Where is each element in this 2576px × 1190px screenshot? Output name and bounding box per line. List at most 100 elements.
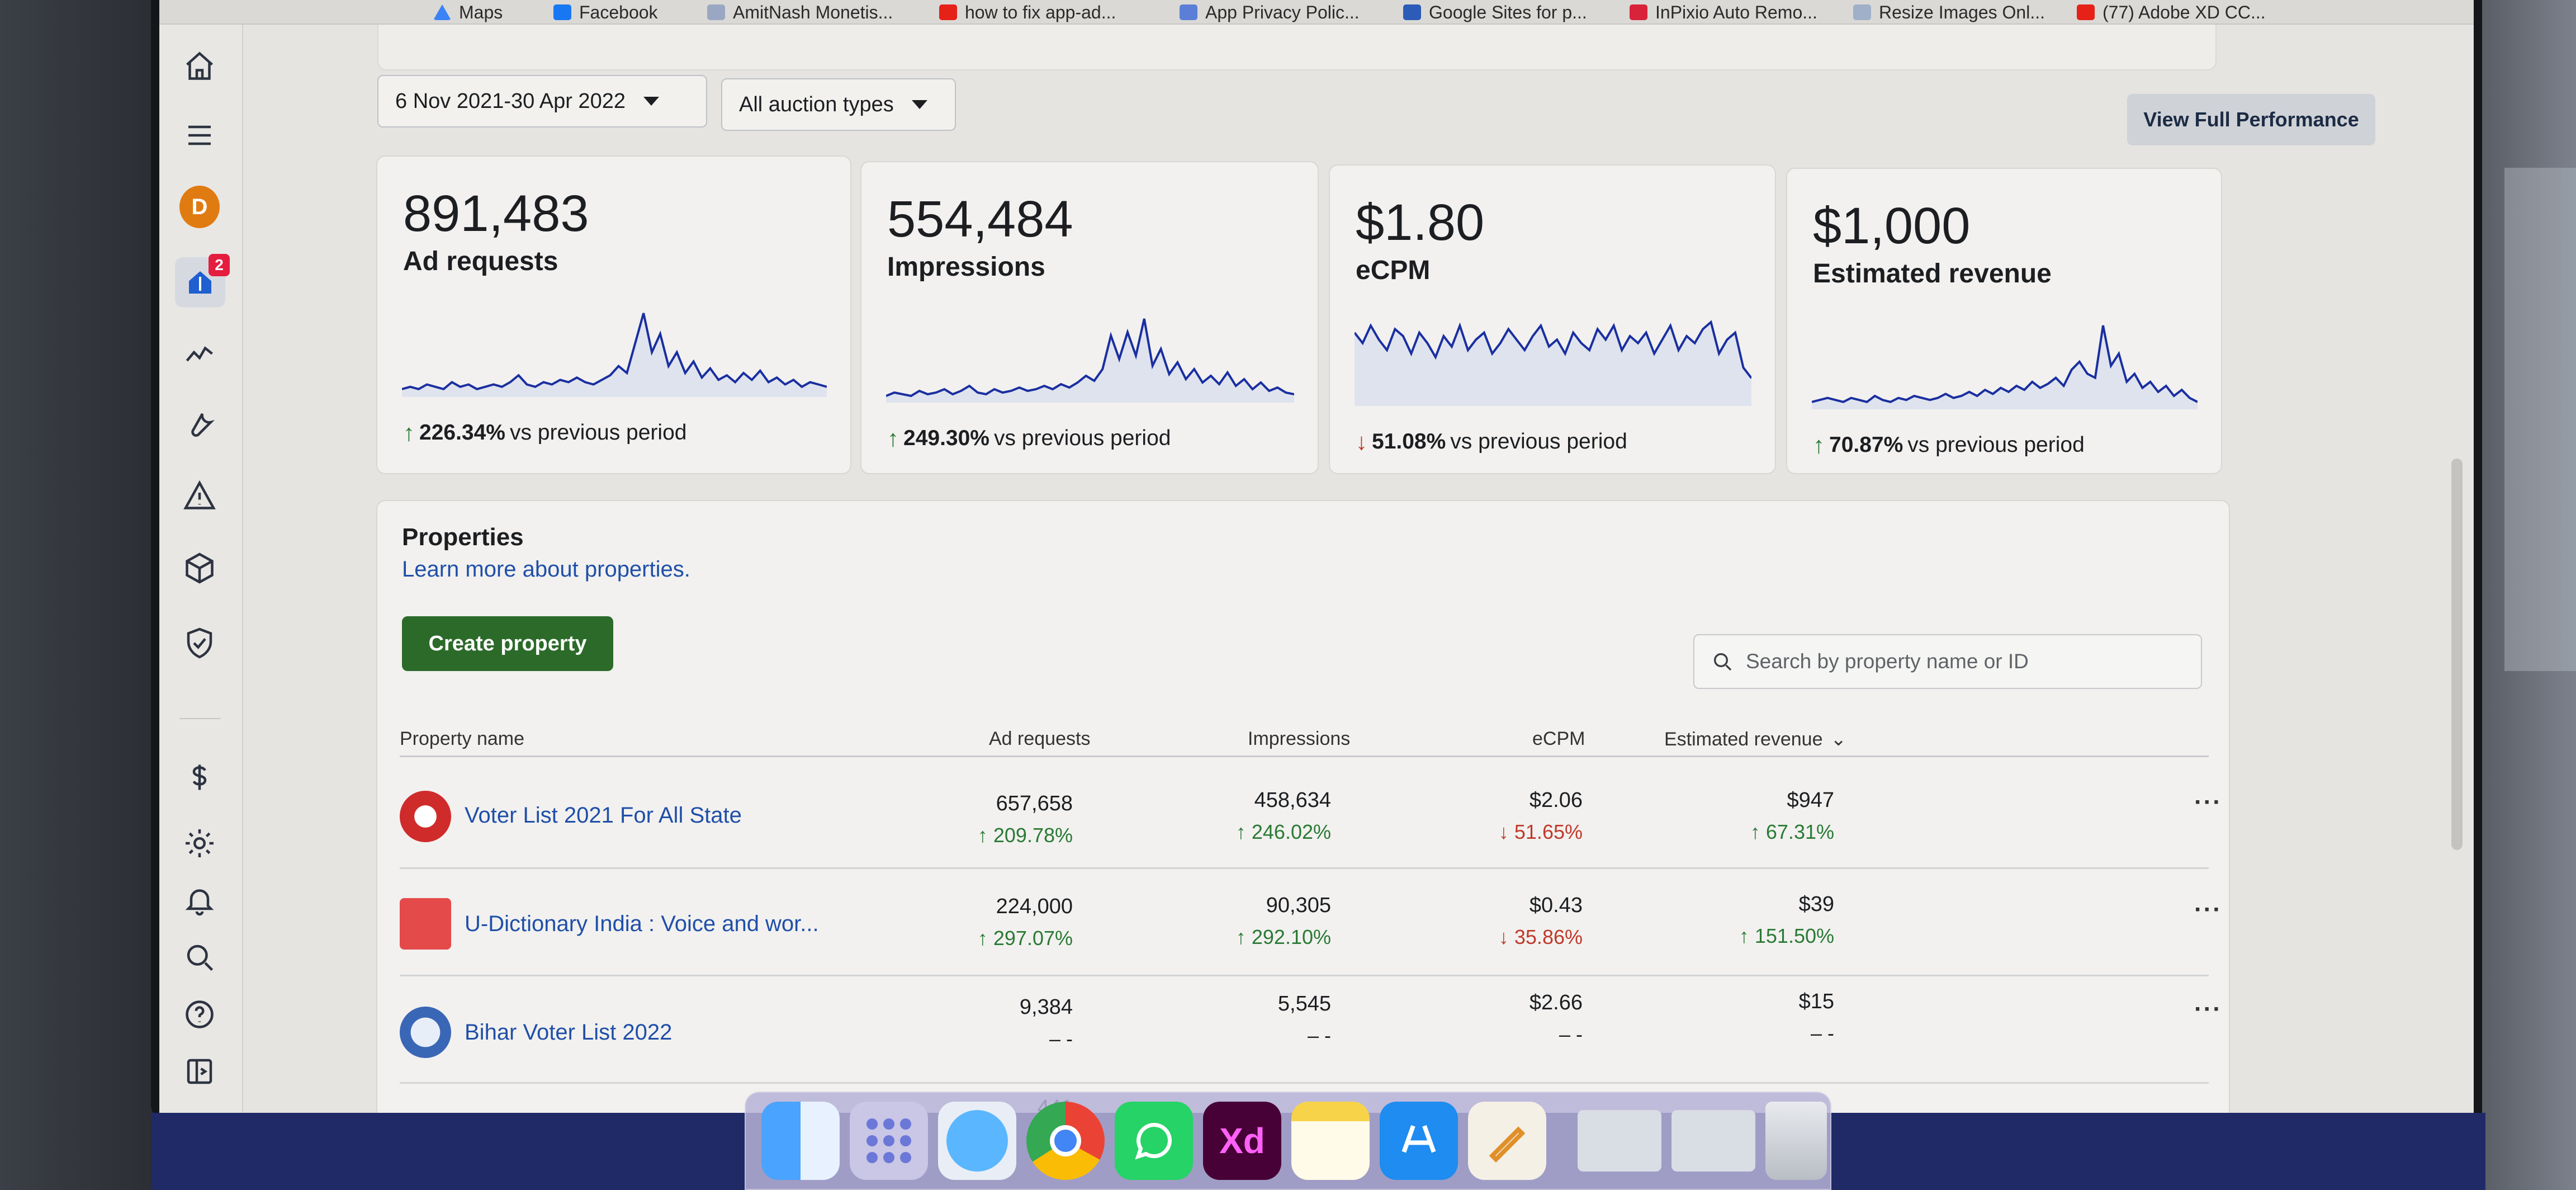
main-content: 6 Nov 2021-30 Apr 2022 All auction types… — [243, 25, 2474, 1113]
impressions-cell: 5,545– - — [1277, 992, 1331, 1047]
ad-requests-cell: 224,000 ↑ 297.07% — [977, 895, 1073, 950]
sparkline-chart — [1355, 320, 1751, 406]
bookmark-fix-app-ads[interactable]: how to fix app-ad... — [939, 0, 1116, 23]
ad-requests-cell: 657,658 ↑ 209.78% — [977, 792, 1073, 847]
youtube-icon — [939, 4, 957, 20]
auction-type-dropdown[interactable]: All auction types — [721, 78, 956, 131]
metric-comparison: ↑ 226.34% vs previous period — [403, 419, 687, 446]
bookmark-privacy-policy[interactable]: App Privacy Polic... — [1180, 0, 1360, 23]
bihar-voter-app-icon — [400, 1007, 451, 1058]
sidebar-divider — [179, 718, 221, 719]
header-card-remnant — [377, 25, 2217, 70]
pencil-app-icon[interactable] — [1468, 1102, 1546, 1180]
shield-check-icon[interactable] — [179, 623, 220, 663]
property-name-link[interactable]: Bihar Voter List 2022 — [465, 1020, 673, 1045]
arrow-up-icon: ↑ — [403, 419, 415, 446]
metric-card-impressions[interactable]: 554,484 Impressions ↑ 249.30% vs previous … — [860, 161, 1319, 474]
ecpm-cell: $0.43 ↓ 35.86% — [1498, 894, 1583, 948]
resize-icon — [1853, 4, 1871, 20]
metric-card-ecpm[interactable]: $1.80 eCPM ↓ 51.08% vs previous period — [1329, 164, 1776, 474]
column-ecpm[interactable]: eCPM — [1532, 728, 1585, 749]
table-row[interactable]: U-Dictionary India : Voice and wor... 22… — [400, 871, 2221, 976]
macos-dock: Xd — [745, 1092, 1831, 1190]
adobe-xd-icon[interactable]: Xd — [1203, 1102, 1281, 1180]
sites-icon — [1403, 4, 1421, 20]
properties-title: Properties — [402, 523, 524, 551]
chrome-icon[interactable] — [1026, 1102, 1105, 1180]
metric-card-estimated-revenue[interactable]: $1,000 Estimated revenue ↑ 70.87% vs previ… — [1786, 168, 2222, 474]
cube-icon[interactable] — [179, 548, 220, 588]
revenue-cell: $947 ↑ 67.31% — [1750, 788, 1834, 843]
date-range-dropdown[interactable]: 6 Nov 2021-30 Apr 2022 — [377, 75, 707, 128]
sparkline-line — [1355, 320, 1751, 379]
column-ad-requests[interactable]: Ad requests — [989, 728, 1091, 749]
more-options-icon[interactable]: ··· — [2194, 788, 2222, 816]
warning-icon[interactable] — [179, 475, 220, 516]
column-impressions[interactable]: Impressions — [1248, 728, 1351, 749]
view-full-performance-button[interactable]: View Full Performance — [2127, 94, 2375, 145]
monetization-icon[interactable]: 2 — [175, 254, 230, 308]
bookmark-facebook[interactable]: Facebook — [553, 0, 658, 23]
arrow-up-icon: ↑ — [1813, 432, 1825, 458]
home-icon[interactable] — [179, 46, 220, 86]
avatar[interactable]: D — [179, 186, 220, 228]
left-sidebar: D 2 — [159, 25, 243, 1113]
bookmark-resize-images[interactable]: Resize Images Onl... — [1853, 0, 2045, 23]
app-store-icon[interactable] — [1380, 1102, 1458, 1180]
bookmarks-bar: Maps Facebook AmitNash Monetis... how to… — [159, 0, 2474, 25]
trend-icon[interactable] — [179, 332, 220, 372]
create-property-button[interactable]: Create property — [402, 616, 613, 671]
more-options-icon[interactable]: ··· — [2194, 896, 2222, 923]
sparkline-chart — [886, 318, 1294, 403]
tools-icon[interactable] — [179, 405, 220, 445]
bookmark-inpixio[interactable]: InPixio Auto Remo... — [1630, 0, 1817, 23]
search-icon[interactable] — [179, 937, 220, 978]
inpixio-icon — [1630, 4, 1647, 20]
window-icon[interactable] — [1578, 1110, 1661, 1172]
help-icon[interactable] — [179, 994, 220, 1035]
metric-card-ad-requests[interactable]: 891,483 Ad requests ↑ 226.34% vs previous … — [376, 155, 851, 474]
table-header: Property name Ad requests Impressions eC… — [400, 724, 2209, 757]
bell-icon[interactable] — [179, 880, 220, 920]
trash-icon[interactable] — [1765, 1102, 1827, 1180]
chevron-down-icon: ⌄ — [1830, 729, 1847, 750]
page-scrollbar[interactable] — [2451, 459, 2463, 850]
metric-label: Impressions — [887, 252, 1045, 282]
table-row[interactable]: Voter List 2021 For All State 657,658 ↑ 2… — [400, 764, 2221, 869]
metric-comparison: ↑ 249.30% vs previous period — [887, 425, 1171, 451]
column-property-name[interactable]: Property name — [400, 728, 524, 749]
u-dictionary-app-icon — [400, 898, 451, 950]
bookmark-amitnash[interactable]: AmitNash Monetis... — [707, 0, 893, 23]
more-options-icon[interactable]: ··· — [2194, 995, 2222, 1023]
doc-icon — [1180, 4, 1197, 20]
safari-icon[interactable] — [938, 1102, 1016, 1180]
property-search-field[interactable]: Search by property name or ID — [1693, 634, 2202, 689]
metric-label: eCPM — [1356, 256, 1431, 285]
property-name-link[interactable]: U-Dictionary India : Voice and wor... — [465, 912, 819, 936]
launchpad-icon[interactable] — [850, 1102, 928, 1180]
revenue-cell: $15– - — [1798, 990, 1834, 1045]
table-row[interactable]: Bihar Voter List 2022 9,384– - 5,545– - … — [400, 979, 2221, 1084]
revenue-cell: $39 ↑ 151.50% — [1739, 892, 1834, 947]
impressions-cell: 458,634 ↑ 246.02% — [1235, 788, 1331, 843]
column-estimated-revenue[interactable]: Estimated revenue ⌄ — [1664, 729, 1847, 750]
bookmark-google-sites[interactable]: Google Sites for p... — [1403, 0, 1587, 23]
finder-icon[interactable] — [761, 1102, 840, 1180]
bookmark-maps[interactable]: Maps — [433, 0, 503, 23]
ecpm-cell: $2.66– - — [1529, 991, 1583, 1046]
dollar-icon[interactable] — [179, 757, 220, 797]
panel-icon[interactable] — [179, 1051, 220, 1092]
learn-more-link[interactable]: Learn more about properties. — [402, 557, 690, 582]
window-icon[interactable] — [1671, 1110, 1755, 1172]
settings-icon[interactable] — [179, 823, 220, 863]
laptop-edge — [2482, 0, 2576, 1190]
property-name-link[interactable]: Voter List 2021 For All State — [465, 803, 742, 828]
whatsapp-icon[interactable] — [1115, 1102, 1193, 1180]
metric-label: Estimated revenue — [1813, 259, 2052, 289]
menu-icon[interactable] — [179, 115, 220, 155]
notes-icon[interactable] — [1291, 1102, 1370, 1180]
bookmark-adobe-xd[interactable]: (77) Adobe XD CC... — [2077, 0, 2266, 23]
arrow-down-icon: ↓ — [1356, 428, 1367, 455]
caret-down-icon — [911, 100, 927, 109]
sparkline-area — [1355, 322, 1751, 406]
